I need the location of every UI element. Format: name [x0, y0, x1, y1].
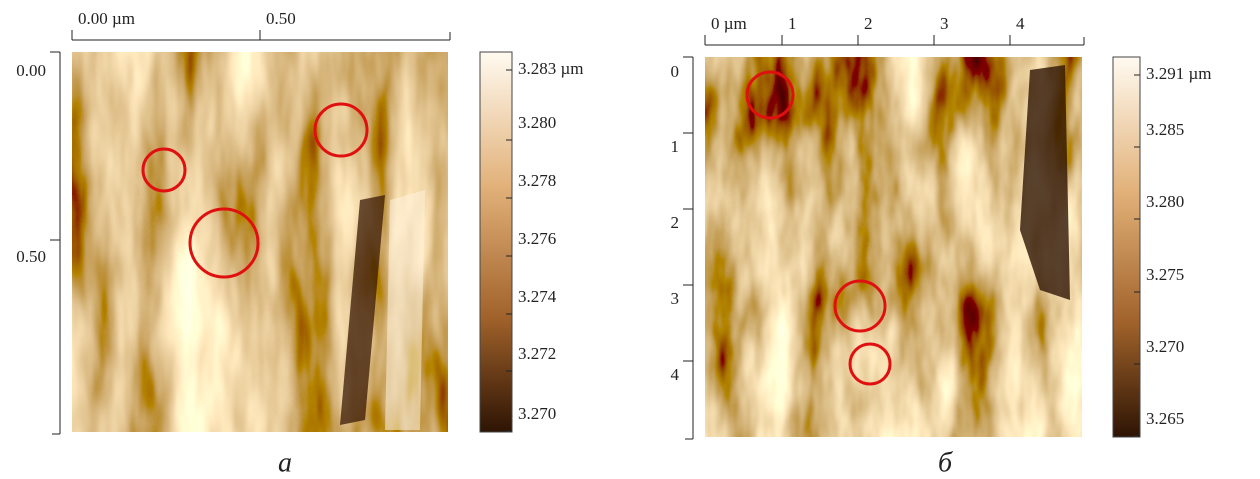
x-tick-label: 2	[864, 14, 873, 33]
colorbar-label: 3.265	[1146, 409, 1184, 428]
colorbar-label: 3.280	[1146, 192, 1184, 211]
x-tick-label: 0 µm	[711, 14, 747, 33]
afm-image	[705, 57, 1082, 437]
colorbar-label: 3.270	[1146, 337, 1184, 356]
colorbar	[479, 51, 513, 433]
x-tick-label: 4	[1016, 14, 1025, 33]
x-tick-label: 0.00 µm	[78, 9, 135, 28]
x-tick-label: 0.50	[266, 9, 296, 28]
y-tick-label: 2	[671, 213, 680, 232]
y-tick-label: 0.00	[16, 61, 46, 80]
y-tick-label: 1	[671, 137, 680, 156]
highlight-circle	[188, 207, 260, 279]
colorbar	[1112, 56, 1141, 438]
colorbar-label: 3.272	[518, 344, 556, 363]
highlight-circle	[833, 279, 887, 333]
colorbar-label: 3.274	[518, 287, 557, 306]
x-tick-label: 3	[940, 14, 949, 33]
colorbar-label: 3.291 µm	[1146, 64, 1212, 83]
x-tick-label: 1	[788, 14, 797, 33]
colorbar-label: 3.276	[518, 229, 556, 248]
colorbar-label: 3.280	[518, 113, 556, 132]
highlight-circle	[141, 147, 187, 193]
y-tick-label: 0	[671, 62, 680, 81]
y-tick-label: 0.50	[16, 247, 46, 266]
panel-caption: а	[278, 447, 292, 478]
y-tick-label: 3	[671, 289, 680, 308]
colorbar-label: 3.285	[1146, 120, 1184, 139]
highlight-circle	[848, 342, 892, 386]
afm-feature	[340, 195, 385, 425]
colorbar-label: 3.270	[518, 404, 556, 423]
colorbar-label: 3.283 µm	[518, 59, 584, 78]
y-tick-label: 4	[671, 365, 680, 384]
panel-caption: б	[938, 447, 953, 478]
highlight-circle	[313, 102, 369, 158]
afm-feature	[385, 190, 425, 430]
colorbar-label: 3.278	[518, 171, 556, 190]
colorbar-label: 3.275	[1146, 265, 1184, 284]
afm-feature	[1020, 65, 1070, 300]
highlight-circle	[745, 70, 795, 120]
afm-image	[72, 52, 448, 432]
